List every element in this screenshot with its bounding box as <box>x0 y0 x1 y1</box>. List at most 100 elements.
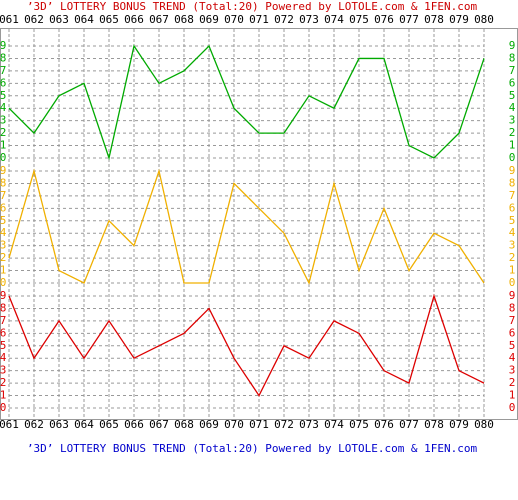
y-tick-label-right: 8 <box>509 51 516 64</box>
x-tick-label-top: 063 <box>49 13 69 26</box>
y-tick-label-left: 6 <box>0 326 6 339</box>
trend-line <box>8 168 485 285</box>
x-tick-label-top: 062 <box>24 13 44 26</box>
y-tick-label-right: 2 <box>509 126 516 139</box>
y-tick-label-right: 2 <box>509 376 516 389</box>
y-tick-label-right: 0 <box>509 276 516 289</box>
x-tick-label-bottom: 062 <box>24 418 44 431</box>
y-tick-label-right: 4 <box>509 226 516 239</box>
y-tick-label-left: 0 <box>0 401 6 414</box>
y-tick-label-right: 7 <box>509 189 516 202</box>
x-tick-label-top: 073 <box>299 13 319 26</box>
y-tick-label-left: 7 <box>0 64 6 77</box>
x-tick-label-top: 080 <box>474 13 494 26</box>
x-tick-label-bottom: 063 <box>49 418 69 431</box>
y-tick-label-right: 1 <box>509 139 516 152</box>
x-tick-label-bottom: 074 <box>324 418 344 431</box>
x-tick-label-bottom: 071 <box>249 418 269 431</box>
x-tick-label-bottom: 064 <box>74 418 94 431</box>
chart-footer-title: ’3D’ LOTTERY BONUS TREND (Total:20) Powe… <box>27 442 478 455</box>
y-tick-label-right: 7 <box>509 314 516 327</box>
x-tick-label-bottom: 079 <box>449 418 469 431</box>
y-tick-label-left: 8 <box>0 301 6 314</box>
y-tick-label-right: 2 <box>509 251 516 264</box>
y-tick-label-left: 1 <box>0 389 6 402</box>
x-tick-label-bottom: 077 <box>399 418 419 431</box>
x-tick-label-bottom: 065 <box>99 418 119 431</box>
x-tick-label-bottom: 076 <box>374 418 394 431</box>
y-tick-label-right: 7 <box>509 64 516 77</box>
y-tick-label-right: 4 <box>509 351 516 364</box>
x-tick-label-bottom: 072 <box>274 418 294 431</box>
y-tick-label-left: 9 <box>0 289 6 302</box>
x-tick-label-top: 068 <box>174 13 194 26</box>
x-tick-label-top: 069 <box>199 13 219 26</box>
y-tick-label-left: 6 <box>0 201 6 214</box>
y-tick-label-right: 3 <box>509 239 516 252</box>
y-tick-label-left: 7 <box>0 314 6 327</box>
y-tick-label-left: 3 <box>0 364 6 377</box>
x-tick-label-bottom: 066 <box>124 418 144 431</box>
y-tick-label-right: 0 <box>509 151 516 164</box>
y-tick-label-right: 9 <box>509 39 516 52</box>
x-tick-label-top: 077 <box>399 13 419 26</box>
y-tick-label-left: 1 <box>0 264 6 277</box>
y-tick-label-right: 9 <box>509 164 516 177</box>
y-tick-label-right: 5 <box>509 214 516 227</box>
y-tick-label-right: 3 <box>509 114 516 127</box>
x-tick-label-bottom: 068 <box>174 418 194 431</box>
x-tick-label-top: 074 <box>324 13 344 26</box>
x-tick-label-top: 066 <box>124 13 144 26</box>
x-tick-label-bottom: 080 <box>474 418 494 431</box>
y-tick-label-left: 6 <box>0 76 6 89</box>
y-tick-label-left: 4 <box>0 226 7 239</box>
y-tick-label-right: 9 <box>509 289 516 302</box>
y-tick-label-right: 8 <box>509 301 516 314</box>
chart-title: ’3D’ LOTTERY BONUS TREND (Total:20) Powe… <box>27 0 478 13</box>
y-tick-label-left: 2 <box>0 376 6 389</box>
y-tick-label-left: 2 <box>0 126 6 139</box>
y-tick-label-left: 4 <box>0 351 7 364</box>
y-tick-label-right: 5 <box>509 339 516 352</box>
y-tick-label-left: 8 <box>0 176 6 189</box>
x-tick-label-top: 067 <box>149 13 169 26</box>
y-tick-label-left: 0 <box>0 276 6 289</box>
y-tick-label-left: 0 <box>0 151 6 164</box>
y-tick-label-right: 4 <box>509 101 516 114</box>
y-tick-label-right: 3 <box>509 364 516 377</box>
x-tick-label-bottom: 067 <box>149 418 169 431</box>
x-tick-label-top: 065 <box>99 13 119 26</box>
y-tick-label-left: 5 <box>0 89 6 102</box>
x-tick-label-bottom: 070 <box>224 418 244 431</box>
y-tick-label-right: 1 <box>509 264 516 277</box>
x-tick-label-top: 061 <box>0 13 19 26</box>
y-tick-label-left: 3 <box>0 114 6 127</box>
x-tick-label-bottom: 073 <box>299 418 319 431</box>
y-tick-label-left: 9 <box>0 164 6 177</box>
y-tick-label-left: 8 <box>0 51 6 64</box>
y-tick-label-left: 5 <box>0 339 6 352</box>
trend-line <box>8 44 485 161</box>
x-tick-label-top: 071 <box>249 13 269 26</box>
x-tick-label-bottom: 061 <box>0 418 19 431</box>
x-tick-label-top: 076 <box>374 13 394 26</box>
y-tick-label-right: 6 <box>509 76 516 89</box>
x-tick-label-bottom: 078 <box>424 418 444 431</box>
y-tick-label-right: 8 <box>509 176 516 189</box>
y-tick-label-right: 6 <box>509 201 516 214</box>
y-tick-label-left: 4 <box>0 101 7 114</box>
trend-line <box>8 293 485 397</box>
y-tick-label-left: 3 <box>0 239 6 252</box>
x-tick-label-top: 075 <box>349 13 369 26</box>
x-tick-label-top: 079 <box>449 13 469 26</box>
x-tick-label-top: 072 <box>274 13 294 26</box>
y-tick-label-left: 1 <box>0 139 6 152</box>
y-tick-label-right: 5 <box>509 89 516 102</box>
y-tick-label-left: 7 <box>0 189 6 202</box>
x-tick-label-top: 078 <box>424 13 444 26</box>
x-tick-label-bottom: 075 <box>349 418 369 431</box>
y-tick-label-right: 1 <box>509 389 516 402</box>
y-tick-label-right: 0 <box>509 401 516 414</box>
x-tick-label-top: 064 <box>74 13 94 26</box>
